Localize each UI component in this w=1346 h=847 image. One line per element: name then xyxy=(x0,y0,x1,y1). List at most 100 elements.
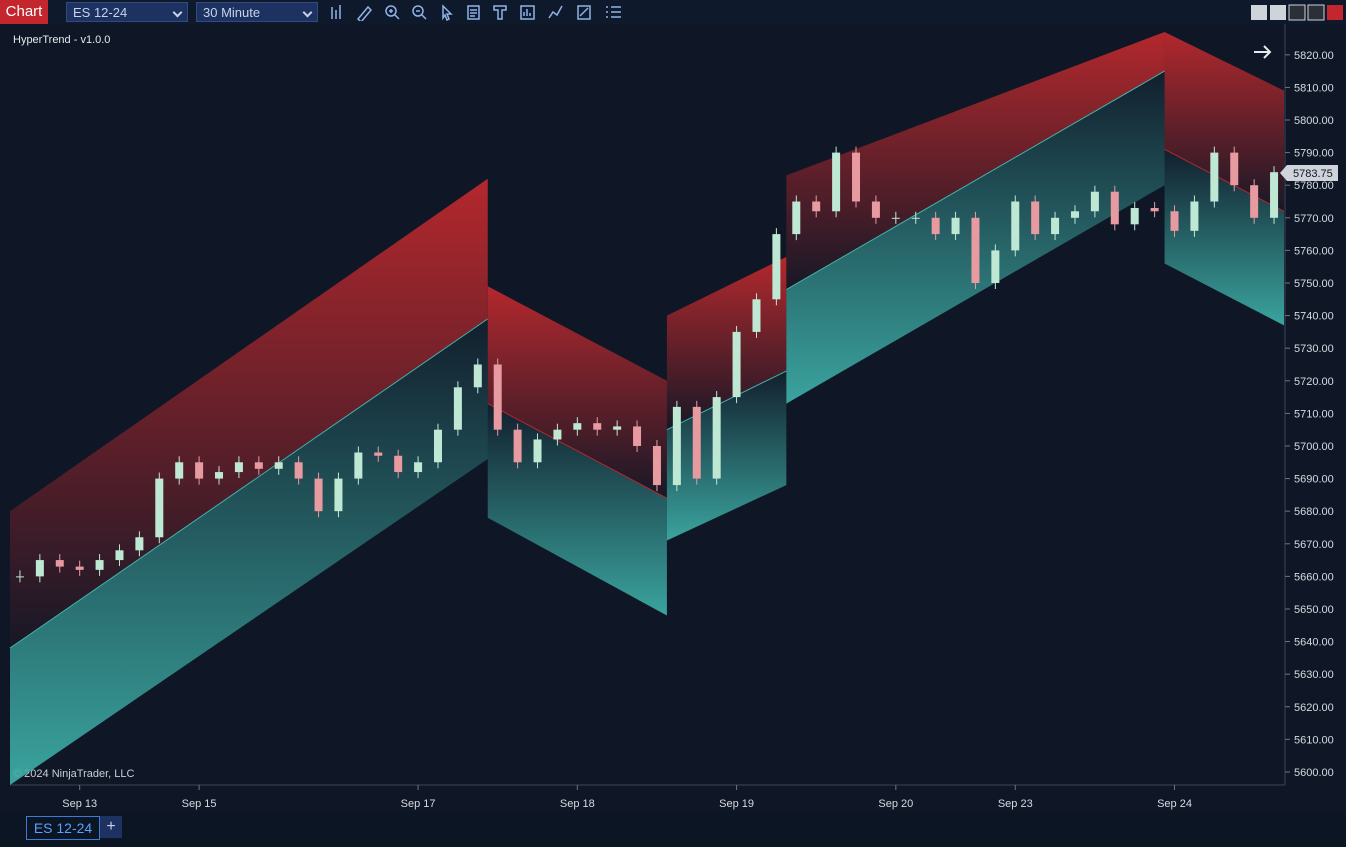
scroll-to-end[interactable] xyxy=(1254,45,1272,59)
y-tick-label: 5680.00 xyxy=(1294,506,1334,518)
minimize-button[interactable] xyxy=(1288,4,1306,21)
window-buttons xyxy=(1251,4,1343,21)
candle xyxy=(633,426,642,446)
candle xyxy=(334,478,343,512)
candle xyxy=(1110,191,1119,225)
trend-line xyxy=(666,370,787,431)
x-tick-label: Sep 24 xyxy=(1157,798,1192,810)
chart-button[interactable]: Chart xyxy=(0,0,48,24)
candle xyxy=(652,445,661,486)
properties[interactable] xyxy=(577,5,591,20)
candle xyxy=(871,201,880,218)
candle xyxy=(294,462,303,479)
y-tick-label: 5620.00 xyxy=(1294,702,1334,714)
trend-line xyxy=(9,318,489,649)
upper-band xyxy=(10,178,488,649)
instrument-dropdown[interactable]: ES 12-24 xyxy=(66,2,188,22)
candle xyxy=(414,462,423,473)
y-tick-label: 5610.00 xyxy=(1294,734,1334,746)
candle xyxy=(234,462,243,473)
candle xyxy=(513,429,522,463)
candle xyxy=(215,472,224,479)
candle xyxy=(672,406,681,486)
candle xyxy=(1090,191,1099,212)
x-tick-label: Sep 13 xyxy=(62,798,97,810)
indicator-label: HyperTrend - v1.0.0 xyxy=(13,34,110,46)
candle xyxy=(394,455,403,473)
add-tab[interactable]: + xyxy=(100,816,122,838)
tab-bar: ES 12-24 + xyxy=(0,812,1346,847)
last-price-marker xyxy=(1280,164,1338,181)
candle xyxy=(35,560,44,577)
candle xyxy=(1190,201,1199,231)
candle xyxy=(852,152,861,202)
chart: HyperTrend - v1.0.0 © 2024 NinjaTrader, … xyxy=(0,24,1346,812)
candle xyxy=(931,217,940,235)
y-tick-label: 5780.00 xyxy=(1294,180,1334,192)
copyright: © 2024 NinjaTrader, LLC xyxy=(13,768,134,780)
y-tick-label: 5720.00 xyxy=(1294,376,1334,388)
y-tick-label: 5730.00 xyxy=(1294,343,1334,355)
tool-icons xyxy=(331,4,621,21)
candle xyxy=(175,462,184,479)
close-button[interactable] xyxy=(1327,5,1343,20)
trend-line xyxy=(786,70,1165,290)
candle xyxy=(95,560,104,570)
candle xyxy=(772,234,781,300)
candle xyxy=(1130,208,1139,225)
y-tick-label: 5750.00 xyxy=(1294,278,1334,290)
zoom-out[interactable] xyxy=(412,5,427,20)
lower-band xyxy=(487,403,667,616)
candle xyxy=(55,560,64,567)
y-tick-label: 5700.00 xyxy=(1294,441,1334,453)
candle xyxy=(75,566,84,570)
y-tick-label: 5820.00 xyxy=(1294,50,1334,62)
trend-line xyxy=(487,403,668,499)
y-tick-label: 5660.00 xyxy=(1294,571,1334,583)
candle xyxy=(573,423,582,430)
candle xyxy=(553,429,562,440)
y-tick-label: 5690.00 xyxy=(1294,474,1334,486)
draw-tool[interactable] xyxy=(356,5,373,21)
candle xyxy=(453,387,462,430)
candle xyxy=(354,452,363,479)
upper-band xyxy=(1164,32,1284,212)
interval-dropdown[interactable]: 30 Minute xyxy=(196,2,318,22)
candle xyxy=(1011,201,1020,251)
candle xyxy=(613,426,622,430)
maximize-button[interactable] xyxy=(1307,4,1325,21)
object-list[interactable] xyxy=(606,6,621,18)
candle xyxy=(533,439,542,463)
upper-band xyxy=(786,32,1165,290)
candle xyxy=(732,331,741,398)
candle xyxy=(951,217,960,235)
candle xyxy=(1070,211,1079,218)
candle xyxy=(593,423,602,430)
window-button[interactable] xyxy=(1270,5,1286,20)
candle xyxy=(195,462,204,479)
candle xyxy=(493,364,502,430)
y-tick-label: 5710.00 xyxy=(1294,408,1334,420)
strategies[interactable] xyxy=(520,5,535,20)
pointer[interactable] xyxy=(442,4,453,21)
y-tick-label: 5630.00 xyxy=(1294,669,1334,681)
x-tick-label: Sep 23 xyxy=(998,798,1033,810)
window-button[interactable] xyxy=(1251,5,1267,20)
candle xyxy=(692,406,701,479)
candle xyxy=(1270,172,1279,218)
lower-band xyxy=(10,318,488,785)
candle xyxy=(135,537,144,551)
candle xyxy=(1051,217,1060,235)
indicators[interactable] xyxy=(548,5,563,19)
candle xyxy=(1031,201,1040,235)
bars-tool[interactable] xyxy=(331,5,341,19)
tab[interactable]: ES 12-24 xyxy=(26,816,100,840)
templates[interactable] xyxy=(493,5,507,20)
data-box[interactable] xyxy=(467,5,480,20)
candle xyxy=(374,452,383,456)
y-tick-label: 5800.00 xyxy=(1294,115,1334,127)
y-tick-label: 5770.00 xyxy=(1294,213,1334,225)
y-tick-label: 5670.00 xyxy=(1294,539,1334,551)
candle xyxy=(254,462,263,469)
zoom-in[interactable] xyxy=(385,5,400,20)
